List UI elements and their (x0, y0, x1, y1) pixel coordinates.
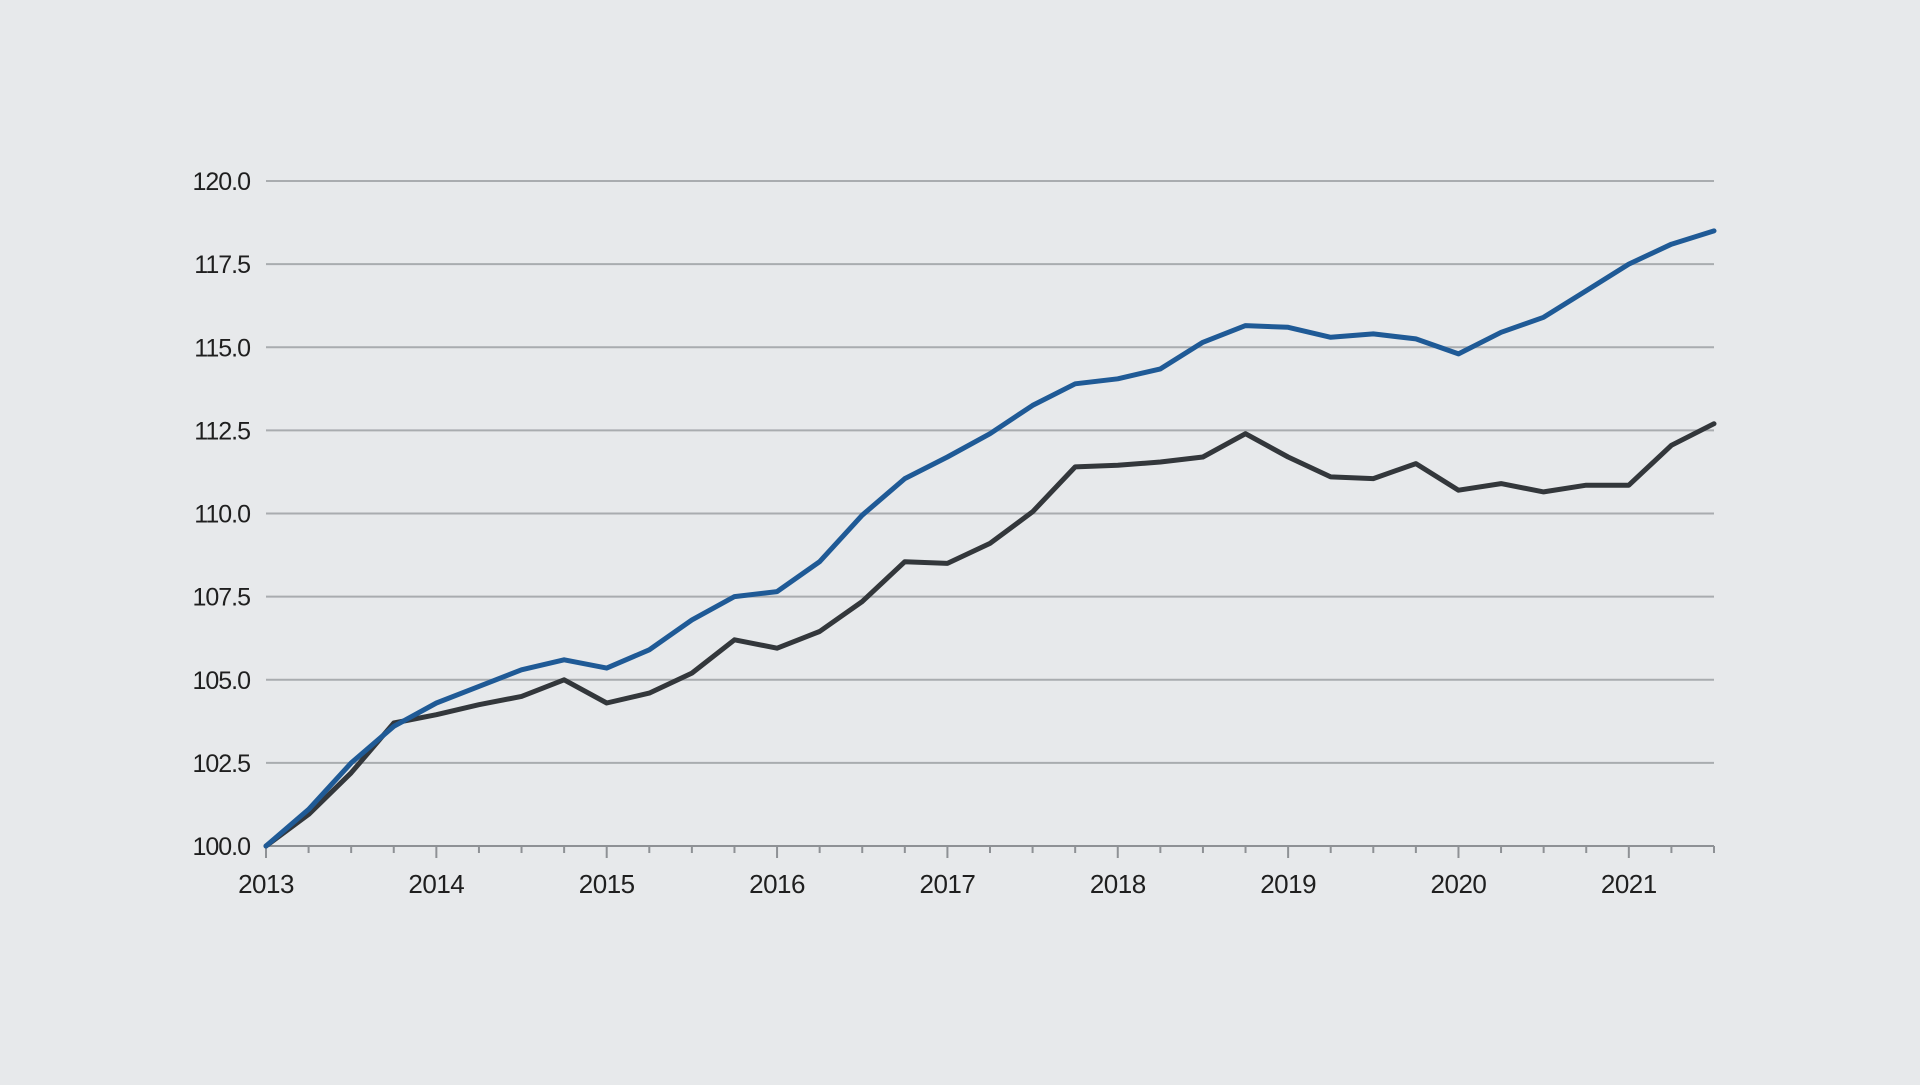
y-tick-label: 115.0 (194, 334, 250, 362)
x-tick-label: 2015 (579, 869, 635, 899)
x-tick-label: 2018 (1090, 869, 1146, 899)
series-line-blue (263, 228, 1717, 849)
series-layer (263, 228, 1717, 849)
x-tick-label: 2017 (919, 869, 975, 899)
y-tick-label: 110.0 (194, 501, 250, 529)
x-axis (265, 845, 1715, 858)
x-tick-label: 2013 (238, 869, 294, 899)
y-axis-labels: 100.0 102.5 105.0 107.5 110.0 112.5 115.0 117.5… (192, 168, 251, 861)
x-tick-label: 2014 (408, 869, 464, 899)
series-line-dark (263, 421, 1717, 849)
y-tick-label: 105.0 (192, 667, 250, 695)
y-tick-label: 117.5 (194, 251, 250, 279)
x-tick-label: 2019 (1260, 869, 1316, 899)
x-tick-label: 2020 (1431, 869, 1487, 899)
y-tick-label: 120.0 (192, 168, 250, 196)
x-axis-labels: 2013 2014 2015 2016 2017 2018 2019 2020 2021 (238, 869, 1657, 899)
x-tick-label: 2016 (749, 869, 805, 899)
y-tick-label: 112.5 (194, 417, 250, 445)
grid-layer (266, 180, 1714, 764)
y-tick-label: 107.5 (192, 584, 250, 612)
y-tick-label: 100.0 (192, 833, 250, 861)
y-tick-label: 102.5 (192, 750, 250, 778)
x-tick-label: 2021 (1601, 869, 1657, 899)
